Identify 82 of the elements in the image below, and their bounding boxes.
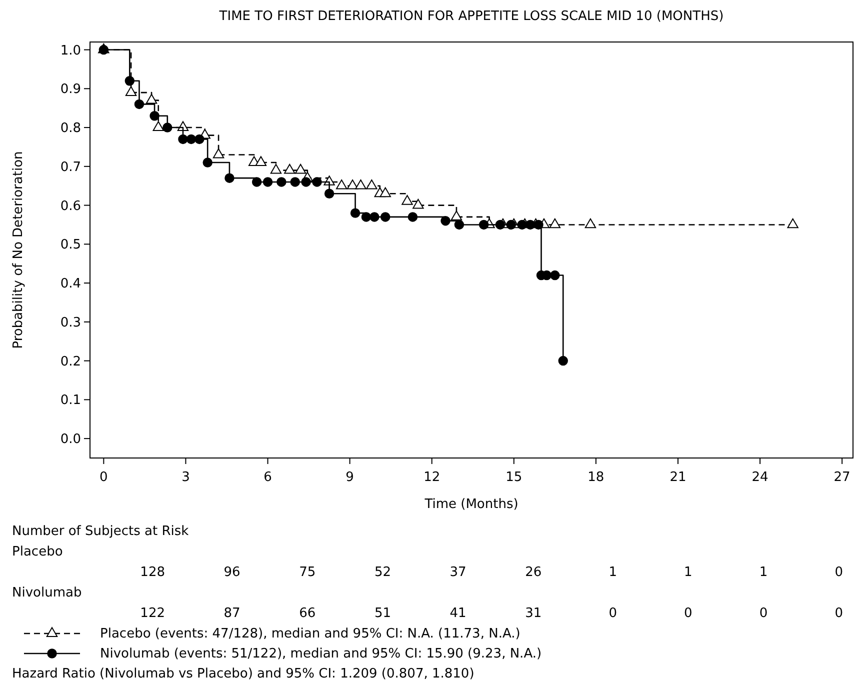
point bbox=[534, 220, 544, 230]
point bbox=[290, 177, 300, 187]
y-tick-label: 0.8 bbox=[60, 121, 81, 136]
point bbox=[787, 218, 798, 228]
point bbox=[146, 94, 158, 104]
point bbox=[380, 212, 390, 222]
point bbox=[134, 99, 144, 110]
x-tick-label: 24 bbox=[752, 470, 768, 485]
point bbox=[584, 218, 596, 228]
point bbox=[276, 177, 286, 187]
point bbox=[402, 195, 413, 205]
point bbox=[284, 164, 296, 174]
point bbox=[162, 122, 172, 132]
text: Hazard Ratio (Nivolumab vs Placebo) and 95% CI: 1.209 (0.807, 1.810) bbox=[12, 666, 474, 682]
y-tick-label: 0.5 bbox=[60, 238, 81, 253]
point bbox=[454, 220, 464, 230]
text: Placebo bbox=[12, 544, 63, 560]
point bbox=[517, 220, 527, 230]
point bbox=[370, 212, 380, 222]
text: 122 87 66 51 41 31 0 0 0 0 bbox=[140, 606, 843, 621]
text: Number of Subjects at Risk bbox=[12, 524, 190, 539]
y-tick-label: 0.4 bbox=[60, 276, 81, 292]
legend-label: Placebo (events: 47/128), median and 95% CI: N.A. (11.73, N.A.) bbox=[100, 626, 520, 642]
y-tick-label: 0.6 bbox=[60, 198, 81, 214]
point bbox=[380, 187, 391, 198]
text: 128 96 75 52 37 26 1 1 1 0 bbox=[140, 565, 843, 580]
point bbox=[558, 356, 568, 366]
point bbox=[408, 212, 418, 222]
y-tick-label: 0.0 bbox=[60, 432, 81, 448]
point bbox=[178, 134, 188, 144]
point bbox=[212, 148, 224, 158]
point bbox=[440, 216, 450, 226]
point bbox=[252, 177, 262, 187]
y-tick-label: 0.3 bbox=[60, 315, 81, 330]
point bbox=[506, 220, 516, 230]
point bbox=[124, 76, 135, 86]
y-tick-label: 1.0 bbox=[60, 43, 81, 58]
point bbox=[549, 218, 561, 228]
chart-title: TIME TO FIRST DETERIORATION FOR APPETITE LOSS SCALE MID 10 (MONTHS) bbox=[218, 9, 724, 24]
point bbox=[194, 134, 204, 144]
point bbox=[255, 156, 267, 166]
point bbox=[324, 188, 334, 198]
point bbox=[525, 220, 536, 230]
point bbox=[152, 121, 164, 131]
point bbox=[301, 177, 311, 187]
y-tick-label: 0.1 bbox=[60, 393, 81, 408]
x-tick-label: 6 bbox=[264, 470, 272, 485]
x-tick-label: 9 bbox=[346, 470, 354, 485]
point bbox=[478, 220, 489, 230]
y-tick-label: 0.9 bbox=[60, 82, 81, 98]
x-tick-label: 18 bbox=[588, 470, 604, 485]
x-tick-label: 3 bbox=[182, 470, 190, 485]
point bbox=[312, 177, 322, 187]
point bbox=[350, 208, 360, 218]
point bbox=[150, 111, 160, 121]
y-axis-title: Probability of No Deterioration bbox=[11, 151, 26, 349]
point bbox=[495, 220, 506, 230]
point bbox=[550, 270, 560, 280]
point bbox=[186, 134, 196, 144]
x-tick-label: 12 bbox=[424, 470, 440, 485]
point bbox=[262, 177, 273, 187]
x-tick-label: 0 bbox=[100, 470, 108, 485]
point bbox=[125, 86, 137, 96]
point bbox=[202, 158, 212, 168]
x-tick-label: 15 bbox=[506, 470, 522, 485]
text: Nivolumab bbox=[12, 586, 82, 600]
x-tick-label: 21 bbox=[670, 470, 686, 485]
point bbox=[270, 164, 282, 174]
point bbox=[366, 179, 378, 190]
y-tick-label: 0.7 bbox=[60, 160, 81, 175]
point bbox=[450, 210, 462, 220]
point bbox=[412, 198, 424, 209]
point bbox=[224, 173, 234, 183]
point bbox=[346, 179, 358, 190]
x-axis-title: Time (Months) bbox=[424, 497, 518, 512]
point bbox=[336, 179, 348, 190]
point bbox=[361, 212, 372, 222]
point bbox=[294, 164, 306, 174]
point bbox=[355, 179, 366, 190]
legend-label: Nivolumab (events: 51/122), median and 95% CI: 15.90 (9.23, N.A.) bbox=[100, 646, 542, 662]
y-tick-label: 0.2 bbox=[60, 354, 81, 370]
x-tick-label: 27 bbox=[834, 470, 850, 485]
